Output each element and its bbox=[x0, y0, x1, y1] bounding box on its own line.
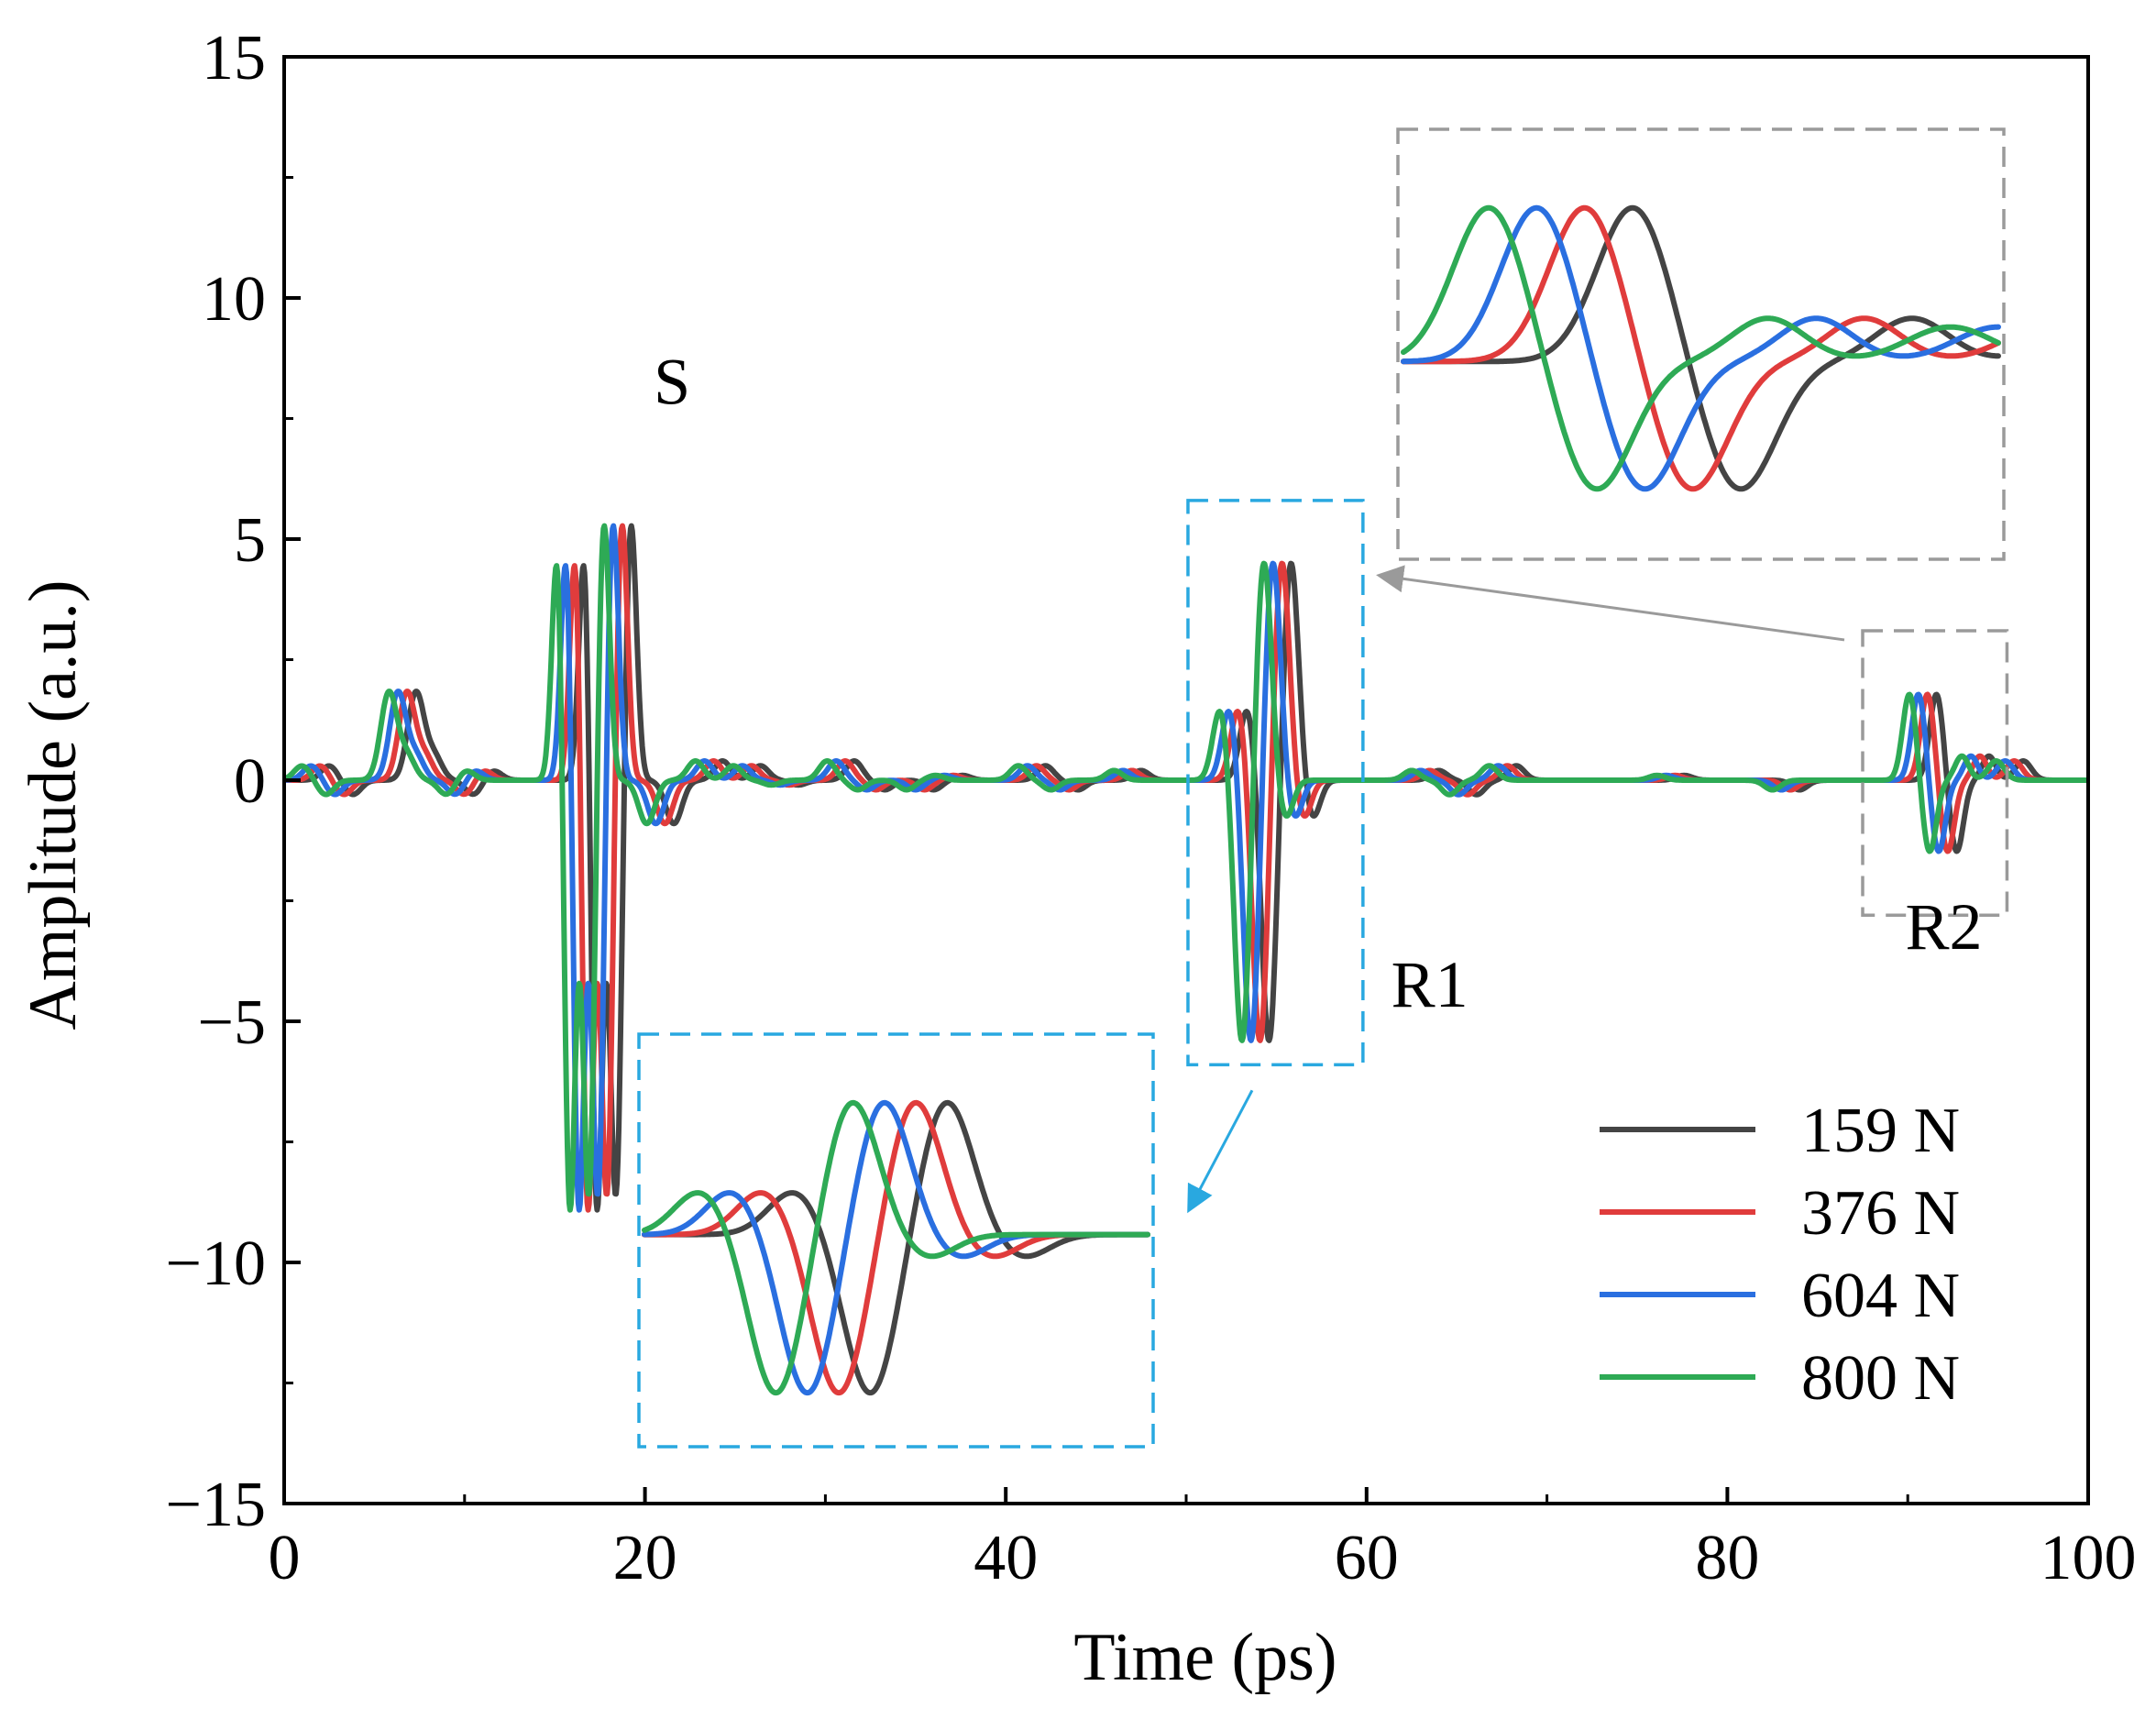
inset-r2-line-376-n bbox=[1401, 204, 2001, 492]
inset-r1-line-800-n bbox=[642, 1099, 1150, 1396]
inset-frame-r2 bbox=[1396, 127, 2006, 561]
x-tick-label-100: 100 bbox=[2040, 1523, 2137, 1593]
annotation-r1: R1 bbox=[1392, 948, 1468, 1021]
y-tick-label-0: 0 bbox=[234, 746, 266, 817]
y-tick-label-15: 15 bbox=[202, 23, 266, 94]
legend-label-800n: 800 N bbox=[1801, 1343, 1960, 1414]
x-tick-label-60: 60 bbox=[1335, 1523, 1399, 1593]
x-tick-label-20: 20 bbox=[613, 1523, 677, 1593]
inset-frame-r1 bbox=[637, 1032, 1155, 1449]
x-axis-title: Time (ps) bbox=[1073, 1620, 1336, 1695]
inset-r2-traces bbox=[1401, 204, 2001, 492]
y-tick-label-10: −10 bbox=[166, 1229, 266, 1299]
arrow-r2 bbox=[1376, 565, 1845, 642]
y-tick-label-5: −5 bbox=[198, 987, 266, 1058]
y-tick-label-5: 5 bbox=[234, 505, 266, 576]
inset-r1-traces bbox=[642, 1099, 1150, 1396]
x-tick-label-40: 40 bbox=[974, 1523, 1038, 1593]
inset-r2-line-159-n bbox=[1401, 204, 2001, 492]
axes: 0 20 40 60 80 100 −15 −10 −5 0 5 10 15 bbox=[166, 23, 2137, 1593]
arrow-r1 bbox=[1187, 1089, 1254, 1214]
legend: 159 N 376 N 604 N 800 N bbox=[1600, 1096, 1960, 1414]
annotation-s: S bbox=[654, 346, 690, 419]
legend-label-159n: 159 N bbox=[1801, 1096, 1960, 1166]
inset-r1-line-376-n bbox=[642, 1099, 1150, 1396]
zoom-box-r1 bbox=[1186, 499, 1365, 1067]
zoom-boxes bbox=[637, 127, 2009, 1449]
annotation-r2: R2 bbox=[1906, 890, 1983, 964]
zoom-box-r2 bbox=[1861, 629, 2009, 918]
x-tick-label-80: 80 bbox=[1695, 1523, 1759, 1593]
inset-r2-line-604-n bbox=[1401, 204, 2001, 492]
y-tick-label-10: 10 bbox=[202, 264, 266, 335]
main-traces bbox=[284, 523, 2088, 1213]
legend-label-604n: 604 N bbox=[1801, 1261, 1960, 1331]
inset-r2-line-800-n bbox=[1401, 204, 2001, 492]
x-tick-label-0: 0 bbox=[269, 1523, 301, 1593]
y-tick-label-15: −15 bbox=[166, 1470, 266, 1540]
series-line-800-n bbox=[284, 523, 2088, 1213]
y-axis-title: Amplitude (a.u.) bbox=[16, 579, 91, 1030]
legend-label-376n: 376 N bbox=[1801, 1178, 1960, 1249]
